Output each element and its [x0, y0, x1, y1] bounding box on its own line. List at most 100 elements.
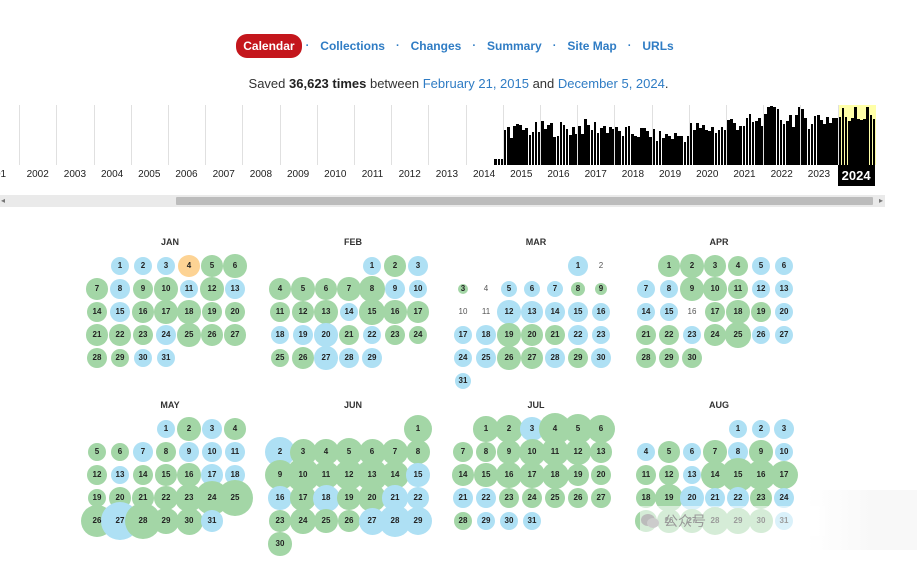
year-label[interactable]: 2002 — [26, 169, 49, 180]
timeline-scrollbar[interactable]: ◂ ▸ — [0, 195, 885, 207]
calendar-day[interactable]: 22 — [154, 486, 178, 510]
calendar-day[interactable]: 15 — [155, 464, 177, 486]
calendar-day[interactable]: 16 — [683, 303, 701, 321]
last-capture-link[interactable]: December 5, 2024 — [557, 76, 665, 91]
calendar-day[interactable]: 4 — [178, 255, 200, 277]
calendar-day[interactable]: 9 — [497, 440, 521, 464]
calendar-day[interactable]: 5 — [88, 443, 106, 461]
year-label[interactable]: 2003 — [63, 169, 87, 180]
year-label[interactable]: 2013 — [435, 169, 459, 180]
calendar-day[interactable]: 14 — [380, 460, 410, 490]
calendar-day[interactable]: 13 — [775, 280, 793, 298]
year-label[interactable]: 2010 — [324, 169, 347, 180]
calendar-day[interactable]: 5 — [752, 257, 770, 275]
calendar-day[interactable]: 15 — [720, 457, 756, 493]
histogram-year-column[interactable] — [19, 105, 57, 165]
calendar-day[interactable]: 2 — [177, 417, 201, 441]
calendar-day[interactable]: 3 — [157, 257, 175, 275]
calendar-day[interactable]: 9 — [749, 440, 773, 464]
calendar-day[interactable]: 28 — [378, 504, 412, 538]
year-label[interactable]: 2012 — [398, 169, 421, 180]
calendar-day[interactable]: 19 — [293, 325, 313, 345]
calendar-day[interactable]: 12 — [497, 300, 521, 324]
calendar-day[interactable]: 15 — [110, 302, 130, 322]
calendar-day[interactable]: 8 — [476, 442, 496, 462]
calendar-day[interactable]: 29 — [111, 349, 129, 367]
calendar-day[interactable]: 8 — [728, 442, 748, 462]
calendar-day[interactable]: 27 — [314, 346, 338, 370]
calendar-day[interactable]: 6 — [111, 443, 129, 461]
calendar-day[interactable]: 28 — [545, 348, 565, 368]
calendar-day[interactable]: 7 — [86, 278, 108, 300]
calendar-day[interactable]: 24 — [454, 349, 472, 367]
calendar-day[interactable]: 18 — [225, 465, 245, 485]
calendar-day[interactable]: 19 — [567, 464, 589, 486]
calendar-day[interactable]: 2 — [134, 257, 152, 275]
calendar-day[interactable]: 3 — [202, 419, 222, 439]
histogram-year-column[interactable] — [0, 105, 20, 165]
calendar-day[interactable]: 16 — [745, 459, 777, 491]
calendar-day[interactable]: 4 — [637, 443, 655, 461]
nav-changes-link[interactable]: Changes — [410, 39, 462, 53]
calendar-day[interactable]: 8 — [359, 276, 385, 302]
calendar-day[interactable]: 15 — [568, 302, 588, 322]
histogram-year-column[interactable] — [56, 105, 94, 165]
calendar-day[interactable]: 26 — [292, 347, 314, 369]
calendar-day[interactable]: 18 — [541, 461, 569, 489]
calendar-day[interactable]: 17 — [769, 460, 799, 490]
histogram-year-column[interactable] — [837, 105, 876, 165]
calendar-day[interactable]: 14 — [452, 464, 474, 486]
calendar-day[interactable]: 29 — [568, 348, 588, 368]
calendar-day[interactable]: 9 — [592, 280, 610, 298]
calendar-day[interactable]: 1 — [157, 420, 175, 438]
calendar-day[interactable]: 6 — [775, 257, 793, 275]
calendar-day[interactable]: 24 — [774, 488, 794, 508]
calendar-day[interactable]: 15 — [406, 463, 430, 487]
calendar-day[interactable]: 11 — [728, 279, 748, 299]
calendar-day[interactable]: 26 — [752, 326, 770, 344]
nav-site-map-link[interactable]: Site Map — [567, 39, 617, 53]
year-label[interactable]: 2004 — [100, 169, 124, 180]
calendar-day[interactable]: 29 — [403, 506, 433, 536]
calendar-day[interactable]: 30 — [591, 348, 611, 368]
calendar-day[interactable]: 22 — [727, 487, 749, 509]
calendar-day[interactable]: 20 — [680, 486, 704, 510]
year-label[interactable]: 01 — [0, 169, 7, 180]
calendar-day[interactable]: 10 — [202, 442, 222, 462]
calendar-day[interactable]: 7 — [133, 442, 153, 462]
calendar-day[interactable]: 17 — [290, 485, 316, 511]
calendar-day[interactable]: 16 — [496, 462, 522, 488]
calendar-day[interactable]: 23 — [133, 325, 153, 345]
calendar-day[interactable]: 8 — [569, 280, 587, 298]
year-label[interactable]: 2022 — [770, 169, 793, 180]
calendar-day[interactable]: 21 — [339, 325, 359, 345]
calendar-day[interactable]: 22 — [109, 324, 131, 346]
calendar-day[interactable]: 31 — [201, 510, 223, 532]
calendar-day[interactable]: 1 — [111, 257, 129, 275]
calendar-day[interactable]: 13 — [521, 301, 543, 323]
calendar-day[interactable]: 16 — [383, 300, 407, 324]
first-capture-link[interactable]: February 21, 2015 — [422, 76, 529, 91]
year-label[interactable]: 2019 — [658, 169, 682, 180]
calendar-day[interactable]: 27 — [591, 488, 611, 508]
calendar-day[interactable]: 13 — [111, 466, 129, 484]
calendar-day[interactable]: 23 — [385, 325, 405, 345]
calendar-day[interactable]: 5 — [562, 413, 594, 445]
year-label[interactable]: 2015 — [510, 169, 533, 180]
calendar-day[interactable]: 18 — [271, 326, 289, 344]
calendar-day[interactable]: 11 — [270, 302, 290, 322]
calendar-day[interactable]: 10 — [454, 303, 472, 321]
scroll-right-icon[interactable]: ▸ — [878, 196, 883, 205]
calendar-day[interactable]: 6 — [683, 443, 701, 461]
calendar-day[interactable]: 1 — [568, 256, 588, 276]
calendar-day[interactable]: 23 — [750, 487, 772, 509]
calendar-day[interactable]: 12 — [292, 301, 314, 323]
year-label[interactable]: 2018 — [621, 169, 645, 180]
calendar-day[interactable]: 26 — [497, 346, 521, 370]
calendar-day[interactable]: 10 — [285, 457, 321, 493]
calendar-day[interactable]: 3 — [520, 417, 544, 441]
histogram-year-column[interactable] — [502, 105, 541, 165]
histogram-year-column[interactable] — [168, 105, 206, 165]
histogram-year-column[interactable] — [800, 105, 839, 165]
calendar-day[interactable]: 16 — [592, 303, 610, 321]
